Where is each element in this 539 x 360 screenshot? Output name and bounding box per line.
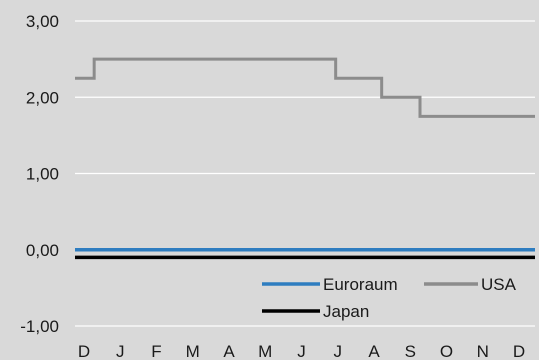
- y-tick-label: 0,00: [26, 241, 59, 260]
- x-tick-label: D: [513, 342, 525, 360]
- x-tick-label: D: [78, 342, 90, 360]
- series-line-usa: [75, 57, 535, 118]
- x-tick-label: M: [186, 342, 200, 360]
- y-tick-label: 1,00: [26, 165, 59, 184]
- x-tick-label: F: [151, 342, 161, 360]
- y-tick-label: -1,00: [20, 317, 59, 336]
- x-tick-label: S: [405, 342, 416, 360]
- x-tick-label: J: [116, 342, 125, 360]
- x-tick-label: J: [334, 342, 343, 360]
- x-tick-label: A: [368, 342, 380, 360]
- legend-label-japan: Japan: [323, 302, 369, 321]
- gridlines: [75, 20, 535, 327]
- x-tick-label: N: [477, 342, 489, 360]
- x-tick-label: O: [440, 342, 453, 360]
- y-axis-ticks: 3,00 2,00 1,00 0,00 -1,00: [20, 12, 59, 336]
- legend-label-usa: USA: [481, 275, 517, 294]
- x-tick-label: A: [223, 342, 235, 360]
- legend: Euroraum USA Japan: [262, 275, 517, 321]
- x-tick-label: M: [258, 342, 272, 360]
- series-lines: [75, 57, 535, 260]
- legend-label-euroraum: Euroraum: [323, 275, 398, 294]
- y-tick-label: 2,00: [26, 88, 59, 107]
- x-tick-label: J: [297, 342, 306, 360]
- y-tick-label: 3,00: [26, 12, 59, 31]
